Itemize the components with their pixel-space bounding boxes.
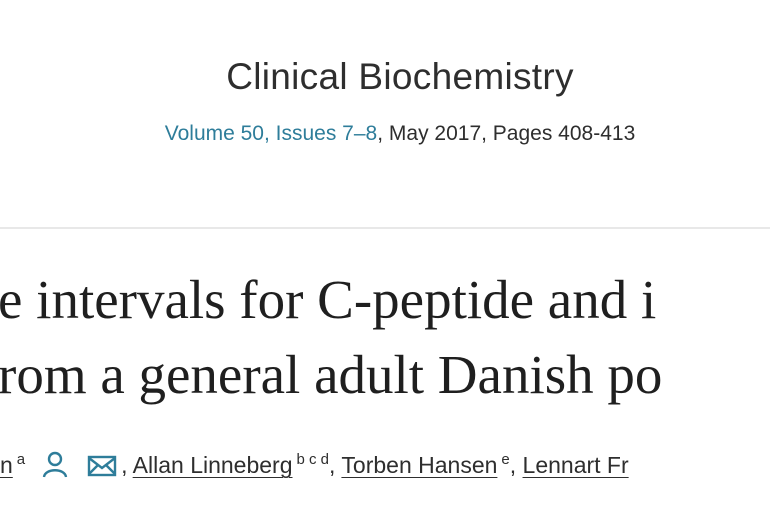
mail-icon[interactable] [87,454,117,478]
issue-info: Volume 50, Issues 7–8, May 2017, Pages 4… [0,122,770,146]
author-name[interactable]: Torben Hansen [341,452,498,478]
title-line: rom a general adult Danish po [0,344,663,405]
affiliation: e [501,451,510,468]
issue-details: , May 2017, Pages 408-413 [377,122,636,145]
separator: , [329,452,336,478]
article-title: e intervals for C-peptide and i rom a ge… [0,262,662,412]
issue-link[interactable]: Volume 50, Issues 7–8 [164,122,378,145]
author-name[interactable]: Allan Linneberg [132,452,293,478]
separator: , [509,452,517,478]
journal-title[interactable]: Clinical Biochemistry [226,56,574,97]
affiliation: b c d [296,451,330,468]
affiliation: a [16,451,26,468]
person-icon[interactable] [41,450,69,478]
title-line: e intervals for C-peptide and i [0,269,657,330]
divider [0,227,770,229]
author-name[interactable]: n [0,452,13,478]
author-name[interactable]: Lennart Fr [522,452,629,478]
separator: , [121,452,128,478]
